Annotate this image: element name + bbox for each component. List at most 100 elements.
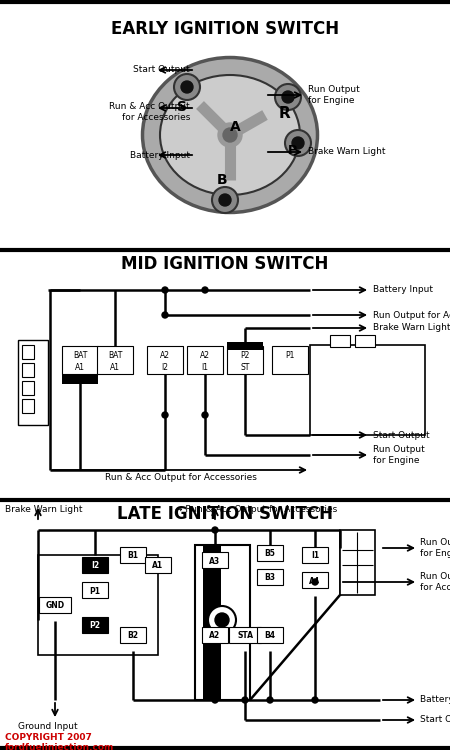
Bar: [340, 530, 375, 595]
Bar: [18, 340, 48, 425]
Ellipse shape: [143, 58, 318, 212]
Circle shape: [312, 697, 318, 703]
Text: STA: STA: [237, 632, 253, 640]
Circle shape: [292, 137, 304, 149]
Text: Ground Input: Ground Input: [18, 722, 77, 731]
Text: A2: A2: [209, 632, 220, 640]
Text: Run Output
for Accessories: Run Output for Accessories: [420, 572, 450, 592]
Text: P1: P1: [90, 586, 100, 596]
Circle shape: [162, 412, 168, 418]
Text: LATE IGNITION SWITCH: LATE IGNITION SWITCH: [117, 505, 333, 523]
Circle shape: [202, 412, 208, 418]
Circle shape: [174, 74, 200, 100]
Text: P: P: [288, 143, 297, 157]
Text: A4: A4: [310, 577, 320, 586]
Text: Run & Acc Output for Accessories: Run & Acc Output for Accessories: [105, 473, 257, 482]
Text: B4: B4: [265, 632, 275, 640]
Text: B5: B5: [265, 550, 275, 559]
Bar: [145, 557, 171, 573]
Text: ST: ST: [240, 362, 250, 371]
Text: S: S: [177, 100, 187, 114]
Circle shape: [162, 312, 168, 318]
Text: Brake Warn Light: Brake Warn Light: [373, 323, 450, 332]
Text: P2: P2: [90, 622, 100, 631]
Ellipse shape: [160, 75, 300, 195]
Text: A2: A2: [160, 350, 170, 359]
Bar: [147, 346, 183, 374]
Bar: [202, 627, 228, 643]
Bar: [97, 346, 133, 374]
Bar: [202, 552, 228, 568]
Bar: [82, 557, 108, 573]
Text: Battery Input: Battery Input: [420, 695, 450, 704]
Text: Run Output
for Engine: Run Output for Engine: [420, 538, 450, 558]
Text: I1: I1: [311, 551, 319, 560]
Bar: [22, 363, 34, 377]
Text: Run Output
for Engine: Run Output for Engine: [308, 86, 360, 105]
Text: A1: A1: [75, 362, 85, 371]
Text: A1: A1: [153, 562, 163, 571]
Text: A2: A2: [200, 350, 210, 359]
Text: P1: P1: [285, 350, 295, 359]
Circle shape: [162, 287, 168, 293]
Bar: [62, 346, 98, 374]
Bar: [257, 545, 283, 561]
Text: GND: GND: [45, 602, 64, 610]
Circle shape: [219, 194, 231, 206]
Bar: [22, 345, 34, 359]
Text: → Run & Acc Output for Accessories: → Run & Acc Output for Accessories: [175, 506, 337, 515]
Text: B: B: [217, 173, 227, 187]
Circle shape: [285, 130, 311, 156]
Circle shape: [208, 606, 236, 634]
Text: A3: A3: [209, 556, 220, 566]
Bar: [195, 545, 250, 700]
Bar: [257, 627, 283, 643]
Text: Start Output: Start Output: [420, 716, 450, 724]
Bar: [229, 627, 261, 643]
Circle shape: [275, 84, 301, 110]
Text: A1: A1: [110, 362, 120, 371]
Text: EARLY IGNITION SWITCH: EARLY IGNITION SWITCH: [111, 20, 339, 38]
Text: Run Output
for Engine: Run Output for Engine: [373, 446, 425, 465]
Text: B1: B1: [127, 551, 139, 560]
Circle shape: [202, 287, 208, 293]
Text: B2: B2: [127, 632, 139, 640]
Bar: [120, 627, 146, 643]
Circle shape: [242, 697, 248, 703]
Circle shape: [215, 613, 229, 627]
Bar: [22, 399, 34, 413]
Circle shape: [312, 579, 318, 585]
Bar: [62, 374, 98, 384]
Circle shape: [212, 527, 218, 533]
Text: P2: P2: [240, 350, 250, 359]
Circle shape: [212, 187, 238, 213]
Text: R: R: [279, 106, 291, 121]
Circle shape: [212, 697, 218, 703]
Bar: [302, 547, 328, 563]
Text: Run & Acc Output
for Accessories: Run & Acc Output for Accessories: [109, 102, 190, 122]
Circle shape: [282, 91, 294, 103]
Bar: [82, 582, 108, 598]
Text: Start Output: Start Output: [133, 65, 190, 74]
Bar: [22, 381, 34, 395]
Circle shape: [267, 697, 273, 703]
Circle shape: [223, 128, 237, 142]
Text: I2: I2: [162, 362, 168, 371]
Text: BAT: BAT: [73, 350, 87, 359]
Bar: [203, 545, 221, 700]
Bar: [39, 597, 71, 613]
Bar: [310, 345, 425, 435]
Bar: [227, 342, 263, 350]
Text: COPYRIGHT 2007
fordfuelinjection.com: COPYRIGHT 2007 fordfuelinjection.com: [5, 733, 114, 750]
Text: B3: B3: [265, 574, 275, 583]
Text: Brake Warn Light: Brake Warn Light: [5, 506, 82, 515]
Text: BAT: BAT: [108, 350, 122, 359]
Bar: [120, 547, 146, 563]
Text: A: A: [230, 120, 240, 134]
Circle shape: [218, 123, 242, 147]
Text: Brake Warn Light: Brake Warn Light: [308, 148, 386, 157]
Text: Battery Input: Battery Input: [373, 286, 433, 295]
Text: Start Output: Start Output: [373, 430, 430, 439]
Bar: [82, 617, 108, 633]
Bar: [302, 572, 328, 588]
